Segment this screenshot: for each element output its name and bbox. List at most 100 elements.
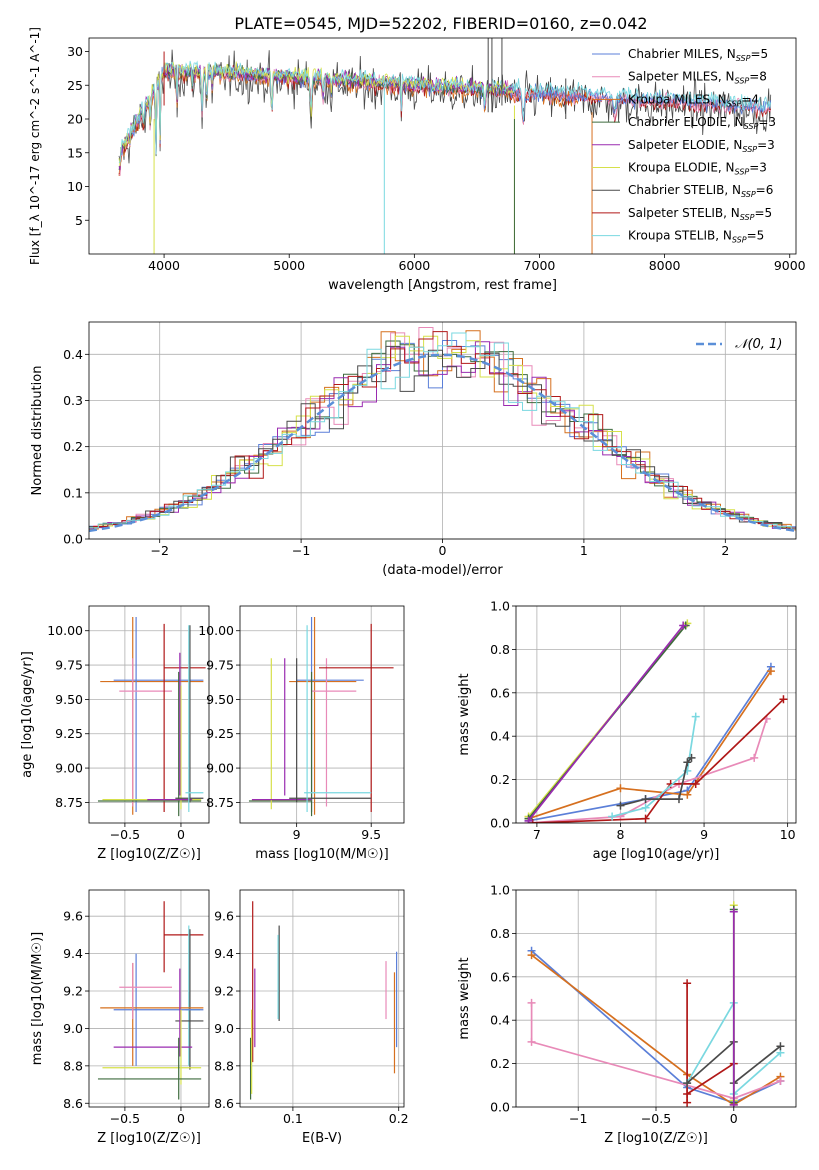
axes-frame	[88, 889, 210, 1108]
x-tick-label: 9	[700, 827, 708, 842]
y-axis-label: Flux [f_λ 10^-17 erg cm^-2 s^-1 A^-1]	[28, 27, 42, 265]
panel-6: −0.5 0 8.6 8.8 9.0 9.2 9.4 9.6 Z [log10(Z/Z☉)] ma…	[30, 889, 210, 1146]
x-tick-label: −0.5	[110, 827, 140, 842]
legend-label: Chabrier STELIB, NSSP=6	[628, 183, 773, 199]
x-axis-label: (data-model)/error	[382, 563, 503, 578]
y-tick-label: 9.75	[206, 658, 234, 673]
weight-marker	[683, 1098, 692, 1107]
y-tick-label: 10.00	[198, 623, 234, 638]
legend-subscript: SSP	[741, 190, 756, 199]
data-layer	[118, 38, 772, 254]
y-tick-label: 0.8	[490, 642, 510, 657]
weight-marker	[674, 795, 683, 804]
weight-line	[531, 954, 781, 1106]
normal-curve	[89, 353, 796, 533]
legend-label: 𝒩(0, 1)	[735, 337, 782, 352]
panel-4: 9 9.5 8.75 9.00 9.25 9.50 9.75 10.00 mass [log10…	[198, 605, 405, 862]
y-tick-label: 20	[67, 112, 83, 127]
weight-marker	[729, 1100, 738, 1107]
weight-marker	[691, 712, 700, 721]
x-tick-label: 0.1	[283, 1111, 303, 1126]
y-tick-label: 9.2	[63, 984, 83, 999]
plot-area	[89, 606, 209, 823]
y-tick-label: 0.2	[63, 439, 83, 454]
legend-count: =3	[749, 161, 767, 175]
axes-frame	[515, 605, 797, 824]
weight-line	[527, 624, 684, 822]
y-tick-label: 0.0	[490, 1100, 510, 1115]
x-tick-label: 7000	[524, 258, 556, 273]
y-tick-label: 0.3	[63, 393, 83, 408]
x-tick-label: 9000	[774, 258, 806, 273]
y-tick-label: 0.4	[490, 1013, 510, 1028]
x-axis-label: age [log10(age/yr)]	[593, 847, 720, 862]
y-tick-label: 8.75	[55, 795, 83, 810]
plot-area	[516, 606, 796, 823]
y-tick-label: 9.0	[63, 1021, 83, 1036]
weight-marker	[679, 621, 688, 630]
weight-marker	[683, 1079, 692, 1088]
x-axis-label: Z [log10(Z/Z☉)]	[97, 1131, 201, 1146]
x-tick-label: −0.5	[110, 1111, 140, 1126]
y-tick-label: 1.0	[490, 599, 510, 614]
weight-marker	[616, 801, 625, 810]
data-layer	[97, 901, 204, 1100]
axes-frame	[239, 889, 405, 1108]
weight-marker	[608, 812, 617, 821]
y-axis-label: mass weight	[457, 957, 472, 1039]
plot-area	[240, 606, 404, 823]
legend-count: =4	[741, 92, 759, 106]
y-tick-label: 9.75	[55, 658, 83, 673]
y-tick-label: 15	[67, 145, 83, 160]
x-tick-label: 4000	[148, 258, 180, 273]
y-tick-label: 9.6	[63, 909, 83, 924]
y-tick-label: 30	[67, 44, 83, 59]
legend-label: Kroupa ELODIE, NSSP=3	[628, 161, 767, 177]
x-tick-label: −1	[292, 543, 310, 558]
spectrum-line	[118, 60, 772, 164]
y-axis-label: mass weight	[457, 673, 472, 755]
weight-marker	[766, 667, 775, 676]
histogram-step	[89, 331, 796, 531]
weight-line	[531, 950, 781, 1104]
x-axis-label: E(B-V)	[302, 1131, 342, 1146]
x-tick-label: 0	[730, 1111, 738, 1126]
x-tick-label: 8	[617, 827, 625, 842]
legend-subscript: SSP	[735, 168, 750, 177]
y-tick-label: 9.6	[214, 909, 234, 924]
y-tick-label: 9.0	[214, 1021, 234, 1036]
y-tick-label: 0.0	[490, 816, 510, 831]
legend-label: Chabrier ELODIE, NSSP=3	[628, 115, 776, 131]
y-tick-label: 0.0	[63, 532, 83, 547]
weight-marker	[691, 779, 700, 788]
x-tick-label: 0	[177, 1111, 185, 1126]
x-tick-label: 7	[533, 827, 541, 842]
legend-count: =5	[750, 47, 768, 61]
weight-marker	[683, 758, 692, 767]
weight-marker	[683, 1089, 692, 1098]
y-axis-label: age [log10(age/yr)]	[20, 651, 35, 778]
y-tick-label: 8.8	[63, 1058, 83, 1073]
legend-subscript: SSP	[742, 145, 757, 154]
legend-label: Salpeter ELODIE, NSSP=3	[628, 138, 775, 154]
y-tick-label: 8.6	[63, 1096, 83, 1111]
panel-8: −1 −0.5 0 0.0 0.2 0.4 0.6 0.8 1.0 Z [log10(Z/Z☉)]…	[457, 883, 797, 1146]
y-tick-label: 0.4	[490, 729, 510, 744]
panel-2: 𝒩(0, 1) −2 −1 0 1 2 0.0 0.1 0.2 0.3 0.4 (data-model…	[30, 321, 797, 578]
legend-subscript: SSP	[736, 54, 751, 63]
y-tick-label: 0.1	[63, 485, 83, 500]
y-tick-label: 9.25	[55, 726, 83, 741]
y-tick-label: 9.4	[214, 946, 234, 961]
x-tick-label: 10	[780, 827, 796, 842]
plot-area	[89, 890, 209, 1107]
figure-title: PLATE=0545, MJD=52202, FIBERID=0160, z=0…	[234, 14, 647, 33]
weight-marker	[528, 819, 537, 823]
weight-marker	[683, 790, 692, 799]
y-tick-label: 9.4	[63, 946, 83, 961]
panel-7: 0.1 0.2 8.6 8.8 9.0 9.2 9.4 9.6 E(B-V)	[214, 889, 409, 1146]
x-tick-label: 6000	[398, 258, 430, 273]
legend-subscript: SSP	[727, 99, 742, 108]
weight-line	[611, 716, 697, 818]
legend-count: =8	[749, 70, 767, 84]
